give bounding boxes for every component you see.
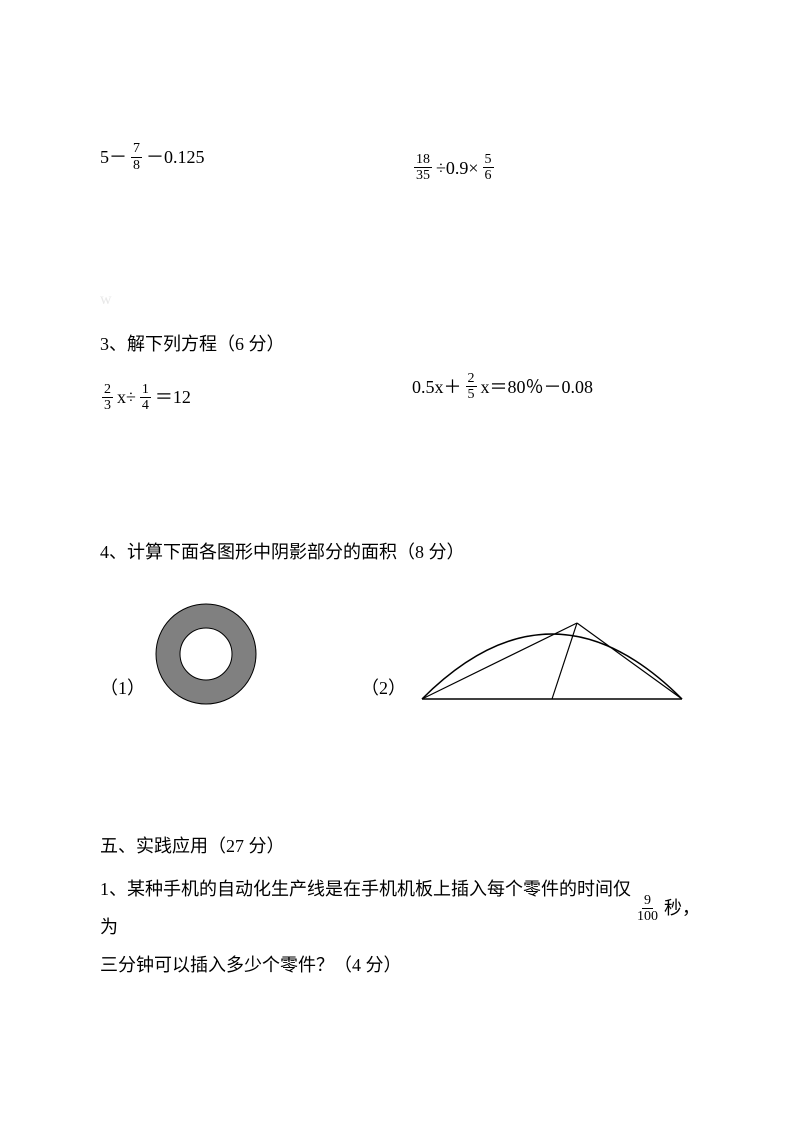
text: ＝12 (155, 380, 191, 414)
denominator: 6 (483, 168, 494, 183)
text: 5－ (100, 140, 127, 174)
problem-1-line2: 三分钟可以插入多少个零件？（4 分） (100, 955, 402, 975)
text: 秒， (664, 890, 700, 928)
fraction: 2 5 (466, 371, 477, 403)
denominator: 3 (102, 398, 113, 413)
fraction: 7 8 (131, 141, 142, 173)
expression: 18 35 ÷0.9× 5 6 (412, 151, 496, 185)
denominator: 100 (635, 909, 660, 924)
text: 0.5x＋ (412, 370, 462, 404)
section-4-title: 4、计算下面各图形中阴影部分的面积（8 分） (100, 535, 700, 569)
numerator: 18 (414, 152, 432, 168)
problem-1: 1、某种手机的自动化生产线是在手机机板上插入每个零件的时间仅为 9 100 秒，… (100, 871, 700, 984)
denominator: 4 (140, 398, 151, 413)
expression-row-1: 5－ 7 8 －0.125 18 35 ÷0.9× 5 6 (100, 140, 700, 185)
equation-right: 0.5x＋ 2 5 x＝80％－0.08 (412, 370, 700, 415)
expression: 5－ 7 8 －0.125 (100, 140, 205, 174)
numerator: 9 (642, 893, 653, 909)
semicircle-figure (412, 609, 692, 709)
text: ÷0.9× (436, 151, 479, 185)
fraction: 18 35 (414, 152, 432, 184)
figure-1-group: （1） (100, 599, 261, 709)
denominator: 8 (131, 158, 142, 173)
expr-1-right: 18 35 ÷0.9× 5 6 (412, 140, 700, 185)
numerator: 2 (466, 371, 477, 387)
fraction: 9 100 (635, 893, 660, 925)
problem-1-line1: 1、某种手机的自动化生产线是在手机机板上插入每个零件的时间仅为 9 100 秒， (100, 871, 700, 947)
numerator: 2 (102, 382, 113, 398)
expression: 2 3 x÷ 1 4 ＝12 (100, 380, 191, 414)
section-3-title: 3、解下列方程（6 分） (100, 327, 700, 361)
equation-row: 2 3 x÷ 1 4 ＝12 0.5x＋ 2 5 x＝80％－0.08 (100, 370, 700, 415)
section-5-title: 五、实践应用（27 分） (100, 829, 700, 863)
text: x÷ (117, 380, 136, 414)
numerator: 5 (483, 152, 494, 168)
fraction: 5 6 (483, 152, 494, 184)
expr-1-left: 5－ 7 8 －0.125 (100, 140, 412, 185)
fraction: 2 3 (102, 382, 113, 414)
fraction: 1 4 (140, 382, 151, 414)
text: 1、某种手机的自动化生产线是在手机机板上插入每个零件的时间仅为 (100, 871, 631, 947)
expression: 0.5x＋ 2 5 x＝80％－0.08 (412, 370, 593, 404)
numerator: 7 (131, 141, 142, 157)
figure-1-label: （1） (100, 671, 145, 705)
figure-2-group: （2） (361, 609, 692, 709)
denominator: 5 (466, 387, 477, 402)
text: x＝80％－0.08 (481, 370, 594, 404)
figures-row: （1） （2） (100, 599, 700, 709)
watermark: w (100, 285, 700, 315)
annulus-figure (151, 599, 261, 709)
equation-left: 2 3 x÷ 1 4 ＝12 (100, 370, 412, 415)
denominator: 35 (414, 168, 432, 183)
figure-2-label: （2） (361, 671, 406, 705)
numerator: 1 (140, 382, 151, 398)
text: －0.125 (146, 140, 205, 174)
